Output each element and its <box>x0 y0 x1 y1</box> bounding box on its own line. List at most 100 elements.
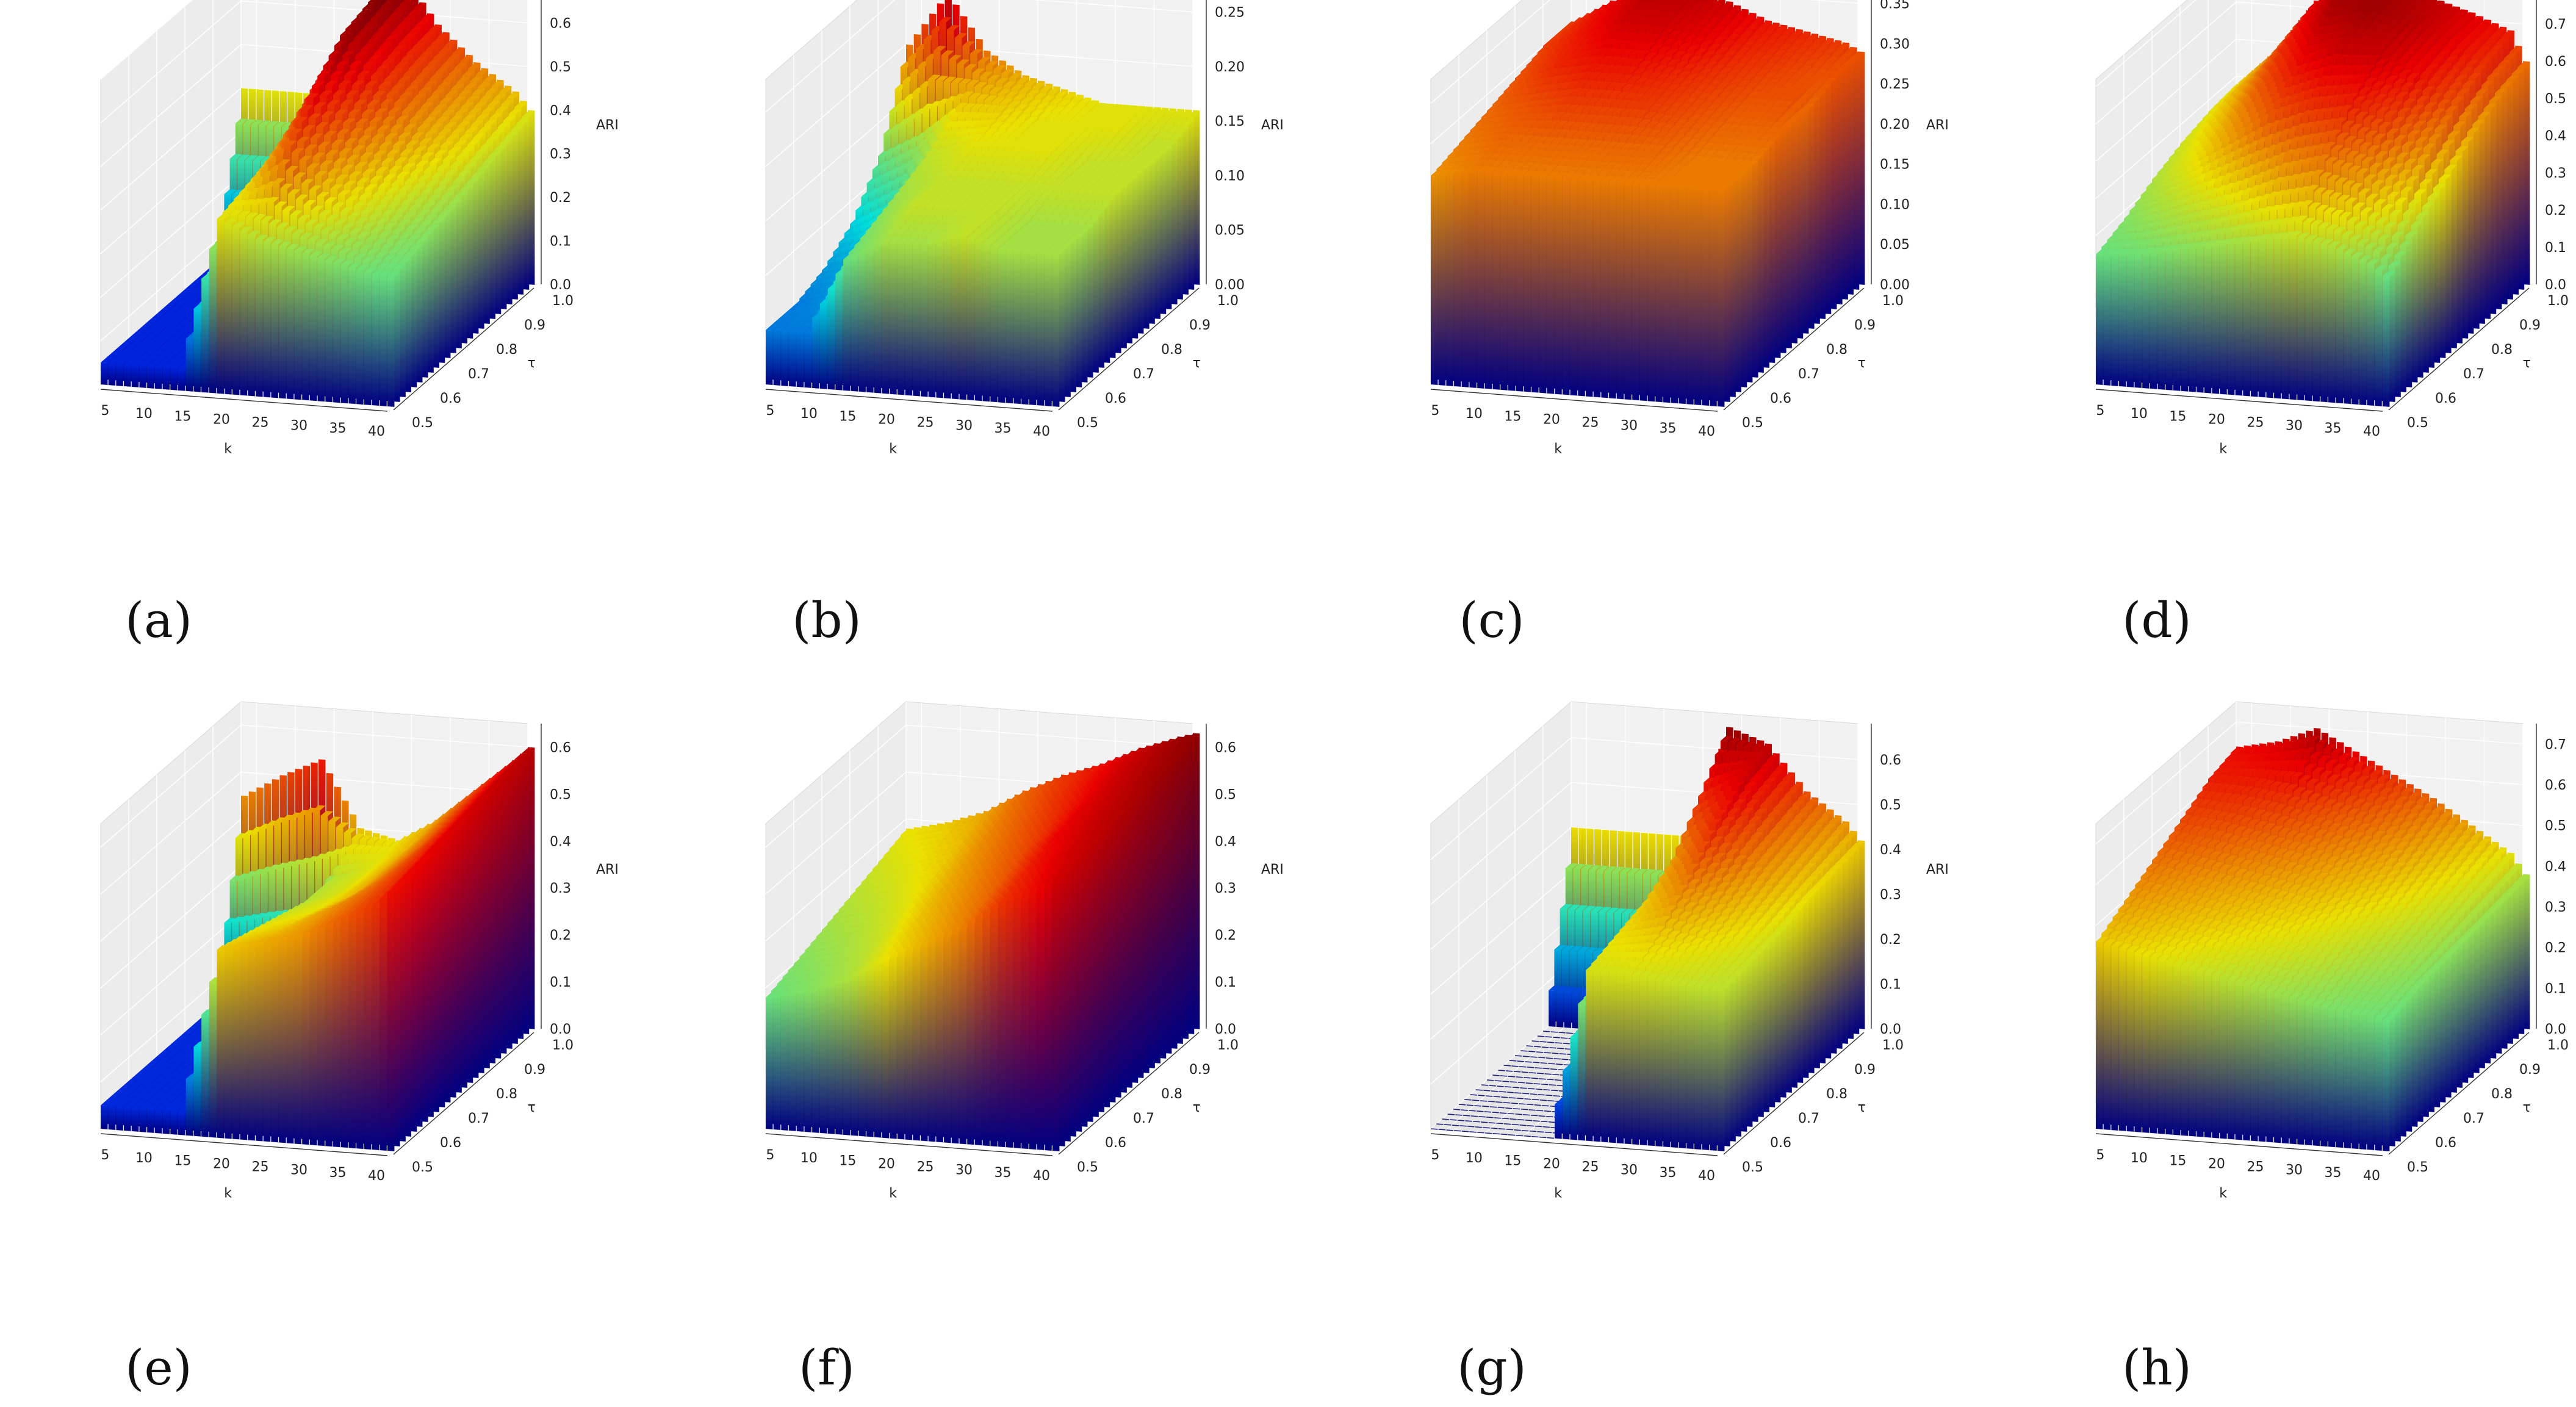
bar-top <box>134 328 147 334</box>
bar-top <box>777 315 790 321</box>
bar <box>921 243 928 397</box>
bar-top <box>1640 33 1653 39</box>
bar-top <box>1022 153 1035 159</box>
bar-top <box>1021 175 1034 181</box>
bar-top <box>167 336 181 342</box>
bar-top <box>1015 152 1027 158</box>
bar-top <box>428 110 442 116</box>
bar-top <box>394 98 407 104</box>
bar-top <box>1825 57 1838 63</box>
bar-top <box>427 143 440 149</box>
bar-top <box>1771 41 1784 47</box>
bar-top <box>1704 22 1716 28</box>
bar-top <box>927 209 941 215</box>
bar-top <box>345 24 358 30</box>
bar-top <box>1060 180 1073 186</box>
bar-top <box>1074 229 1088 235</box>
z-tick-label: 0.1 <box>550 234 571 250</box>
bar-top <box>766 325 779 331</box>
bar-top <box>1045 131 1058 137</box>
bar-top <box>1645 0 1654 2</box>
bar-top <box>436 200 448 205</box>
bar-top <box>180 311 193 317</box>
bar <box>483 163 490 324</box>
bar <box>124 364 131 387</box>
bar-top <box>1051 149 1064 156</box>
bar-top <box>229 154 243 160</box>
bar-top <box>289 128 302 134</box>
bar-top <box>1724 84 1737 90</box>
bar-top <box>267 196 280 203</box>
bar-top <box>462 70 475 76</box>
bar-top <box>1110 125 1123 131</box>
bar-top <box>284 140 297 146</box>
bar-top <box>386 235 400 241</box>
bar-top <box>992 97 1005 103</box>
bar-top <box>1187 112 1200 118</box>
bar-top <box>1031 231 1043 237</box>
bar-top <box>1123 169 1136 175</box>
bar-top <box>905 237 918 243</box>
bar-top <box>370 71 384 77</box>
bar-top <box>261 215 274 221</box>
bar-top <box>361 207 374 213</box>
bar-top <box>1631 58 1644 64</box>
bar-top <box>282 206 295 211</box>
bar-top <box>1704 62 1718 67</box>
bar-top <box>998 245 1011 251</box>
bar-top <box>1179 111 1192 117</box>
bar-top <box>433 135 446 141</box>
bar-top <box>1806 67 1819 73</box>
bar-top <box>1011 167 1024 173</box>
bar-top <box>370 14 383 20</box>
bar-top <box>1794 99 1807 104</box>
bar-top <box>1732 87 1745 93</box>
bar-top <box>301 178 314 184</box>
bar-top <box>495 106 508 112</box>
bar-top <box>340 207 353 213</box>
bar-top <box>157 309 170 315</box>
bar-top <box>1073 224 1085 229</box>
bar-top <box>975 120 988 126</box>
bar-top <box>801 299 815 304</box>
bar-top <box>1176 126 1189 132</box>
bar-top <box>927 148 940 154</box>
bar-top <box>342 223 355 229</box>
bar-top <box>181 295 194 301</box>
bar-top <box>497 122 511 128</box>
bar-top <box>816 272 829 278</box>
bar-top <box>953 217 966 223</box>
bar-top <box>1104 109 1117 115</box>
bar-top <box>1642 42 1655 48</box>
bar-top <box>1814 70 1827 76</box>
bar-top <box>1007 151 1020 157</box>
bar-top <box>1035 242 1048 248</box>
bar-top <box>1570 41 1583 46</box>
bar-top <box>359 27 372 33</box>
bar-top <box>336 234 350 240</box>
bar <box>766 329 773 385</box>
bar-top <box>1059 228 1073 234</box>
bar-top <box>458 169 471 175</box>
bar-top <box>815 290 828 296</box>
bar-top <box>372 269 385 275</box>
bar-top <box>1060 207 1074 214</box>
bar <box>139 365 146 388</box>
bar-top <box>1034 221 1047 227</box>
bar-top <box>136 334 149 340</box>
bar-top <box>439 178 452 184</box>
bar <box>998 250 1006 403</box>
bar-top <box>392 227 405 233</box>
bar-top <box>1072 149 1085 154</box>
bar-top <box>445 90 458 96</box>
bar-top <box>1050 243 1063 249</box>
bar-top <box>998 123 1012 129</box>
bar-top <box>1625 66 1638 72</box>
bar-top <box>321 226 334 232</box>
x-axis-label: k <box>224 442 232 457</box>
bar-top <box>1054 114 1067 120</box>
bar-top <box>1135 142 1149 148</box>
bar-top <box>912 175 926 181</box>
bar-top <box>489 113 503 119</box>
bar-top <box>1752 52 1765 58</box>
